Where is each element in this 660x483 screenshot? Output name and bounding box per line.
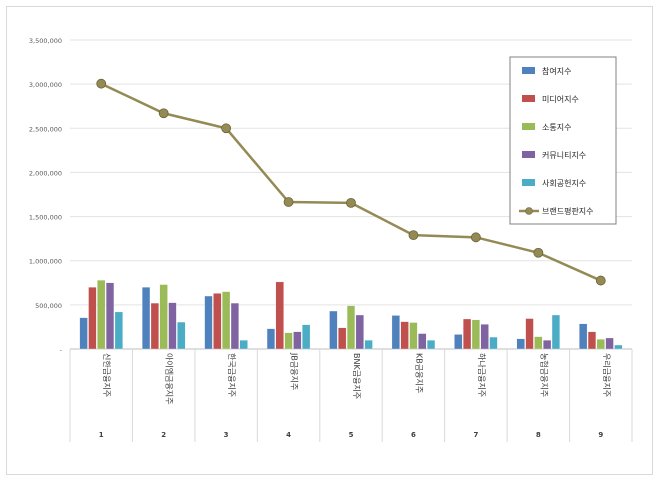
x-category-label: 우리금융지주 [602,353,611,397]
bar-3-0 [105,282,115,350]
x-rank-label: 7 [473,431,478,439]
legend-label: 커뮤니티지수 [542,150,586,160]
bar-1-2 [213,293,222,350]
bar-2-8 [596,339,605,350]
bar-2-1 [159,284,168,350]
x-rank-label: 2 [161,431,166,439]
bar-4-5 [426,340,436,350]
x-rank-label: 3 [224,431,229,439]
bar-2-4 [346,305,356,350]
x-category-label: 한국금융지주 [227,353,236,397]
x-axis: 신한금융지주 1 아이엠금융지주 2 한국금융지주 3 JB금융지주 4 BNK금융지주 5 KB금… [69,349,633,442]
legend-label: 소통지수 [542,123,571,132]
legend-swatch [522,67,535,74]
x-category-label: 농협금융지주 [539,353,549,397]
bar-1-8 [587,331,597,350]
y-tick-label: 2,500,000 [29,125,62,133]
line-series [96,78,606,286]
bar-3-2 [230,302,239,350]
legend-label: 미디어지수 [542,94,579,104]
bar-2-7 [534,336,543,350]
line-point-3 [283,197,294,207]
bar-2-2 [222,291,231,350]
bar-0-1 [142,287,151,350]
line-point-2 [221,123,232,134]
line-point-7 [533,247,544,258]
bar-4-6 [489,336,498,350]
bar-1-0 [88,287,97,350]
legend-label: 브랜드평판지수 [542,206,594,216]
bar-2-6 [471,319,480,350]
x-category-label: BNK금융지주 [352,353,361,399]
bar-4-3 [302,324,311,350]
x-rank-label: 5 [349,431,354,439]
bar-0-0 [79,317,88,350]
bar-1-7 [525,318,534,350]
bar-2-0 [97,279,106,350]
bar-2-5 [409,322,418,350]
line-point-1 [158,108,169,119]
x-category-label: 아이엠금융지주 [165,353,175,405]
y-tick-label: 2,000,000 [29,169,62,177]
legend-swatch [522,123,535,130]
bar-4-0 [114,311,123,350]
bar-3-5 [418,333,427,350]
bar-series [79,279,623,350]
bar-4-7 [551,314,560,350]
legend-box [509,56,617,225]
x-rank-label: 1 [99,431,104,439]
x-rank-label: 8 [536,431,541,439]
legend-swatch [522,179,535,186]
line-point-5 [408,230,419,241]
bar-3-8 [605,337,614,350]
y-tick-label: 1,000,000 [29,258,62,266]
bar-4-2 [239,340,248,350]
legend-marker [525,207,533,215]
x-category-label: JB금융지주 [290,352,299,390]
bar-4-8 [614,344,623,350]
legend-label: 참여지수 [542,66,571,76]
x-category-label: KB금융지주 [414,353,423,393]
bar-0-2 [204,295,213,350]
bar-1-5 [400,321,409,350]
bar-4-4 [364,340,373,350]
bar-1-3 [275,281,284,350]
x-category-label: 하나금융지주 [477,353,487,397]
x-category-label: 신한금융지주 [102,353,111,397]
y-tick-label: 500,000 [35,302,62,310]
bar-1-6 [463,318,472,350]
legend-swatch [522,151,535,158]
y-tick-label: 3,000,000 [29,81,62,89]
bar-3-4 [355,314,364,350]
bar-3-6 [480,324,489,350]
bar-4-1 [177,321,186,350]
bar-0-3 [266,328,276,350]
line-point-4 [346,197,356,208]
bar-0-5 [391,315,400,350]
x-rank-label: 4 [286,431,291,439]
y-tick-label: 1,500,000 [29,214,62,222]
legend-swatch [522,95,535,102]
bar-1-1 [150,302,159,350]
line-point-6 [470,232,481,243]
bar-0-7 [516,338,525,350]
bar-3-1 [168,302,177,350]
line-point-8 [595,275,606,286]
bar-0-4 [329,310,338,350]
bar-0-6 [454,334,463,350]
bar-1-4 [338,327,347,350]
y-tick-label: - [60,346,63,354]
line-point-0 [96,78,107,89]
y-tick-label: 3,500,000 [29,37,62,45]
x-rank-label: 9 [598,431,603,439]
bar-2-3 [284,332,293,350]
bar-0-8 [579,323,588,350]
x-rank-label: 6 [411,431,416,439]
legend-label: 사회공헌지수 [542,179,586,188]
y-axis-tick-labels: - 500,000 1,000,000 1,500,000 2,000,000 2,500… [29,37,63,354]
bar-3-3 [293,331,302,350]
bar-3-7 [543,340,552,350]
